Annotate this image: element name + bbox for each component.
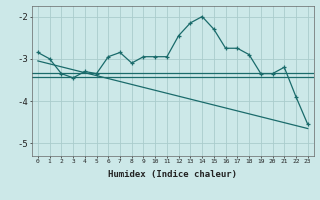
X-axis label: Humidex (Indice chaleur): Humidex (Indice chaleur) [108, 170, 237, 179]
